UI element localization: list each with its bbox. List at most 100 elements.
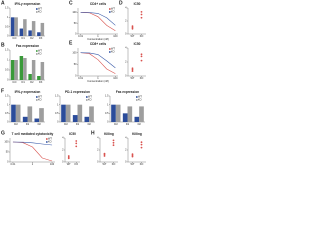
bar — [27, 106, 33, 122]
y-tick-label: 0.5 — [55, 112, 59, 115]
bar — [10, 60, 15, 80]
bar — [77, 104, 83, 122]
x-tick-label: KO — [140, 77, 144, 80]
legend-label: WT — [38, 50, 42, 53]
x-tick-label: 0.01 — [78, 77, 83, 80]
y-tick-label: 1 — [7, 103, 9, 106]
legend-label: KO — [138, 99, 142, 102]
x-tick-label: D3 — [39, 37, 43, 40]
y-tick-label: 100 — [72, 51, 77, 54]
point — [75, 140, 78, 142]
x-tick-label: KO — [74, 163, 78, 166]
bar — [23, 19, 27, 36]
legend-label: WT — [38, 96, 42, 99]
y-tick-label: 4 — [62, 137, 64, 140]
chart-title: CD8+ cells — [90, 42, 106, 46]
y-tick-label: 1 — [57, 103, 59, 106]
y-tick-label: 1 — [107, 103, 109, 106]
x-tick-label: D1 — [22, 37, 26, 40]
point — [131, 153, 134, 156]
bar — [115, 104, 121, 122]
line — [80, 52, 116, 69]
bar — [122, 113, 128, 122]
panel-label: B — [1, 42, 5, 48]
y-tick-label: 0 — [75, 33, 77, 36]
legend-swatch — [36, 50, 38, 52]
point — [131, 70, 134, 72]
legend-label: KO — [111, 51, 115, 54]
legend-swatch — [109, 8, 111, 10]
point — [67, 155, 70, 157]
y-tick-label: 0.5 — [5, 112, 9, 115]
chart-title: Fas expression — [116, 90, 139, 94]
x-tick-label: KO — [140, 35, 144, 38]
bar — [15, 104, 21, 122]
panel-label: C — [69, 0, 73, 6]
legend-swatch — [46, 141, 48, 143]
bar — [10, 17, 15, 36]
bar — [127, 106, 133, 122]
legend-label: WT — [138, 96, 142, 99]
panel-label: F — [1, 88, 4, 94]
y-tick-label: 100 — [4, 141, 9, 144]
bar — [31, 21, 36, 36]
point — [75, 142, 78, 145]
legend-swatch — [136, 99, 138, 101]
legend-swatch — [109, 11, 111, 13]
point — [140, 146, 143, 149]
bar — [40, 22, 45, 36]
bar — [11, 104, 16, 122]
x-tick-label: 1 — [97, 35, 99, 38]
chart-title: T cell mediated cytotoxicity — [12, 132, 54, 136]
chart-title: IC50 — [134, 42, 141, 46]
chart-title: PD-1 expression — [65, 90, 90, 94]
y-tick-label: 0 — [57, 121, 59, 124]
y-tick-label: 1 — [7, 16, 9, 19]
bar — [19, 28, 24, 36]
y-tick-label: 0 — [97, 161, 99, 164]
panel-label: G — [1, 130, 5, 136]
point — [112, 141, 115, 144]
legend-swatch — [36, 99, 38, 101]
y-tick-label: 0 — [125, 75, 127, 78]
x-tick-label: WT — [131, 35, 135, 38]
x-tick-label: D1 — [126, 123, 130, 126]
point — [140, 13, 143, 16]
panel-label: E — [69, 40, 73, 46]
bar — [72, 115, 78, 122]
y-tick-label: 2 — [62, 149, 64, 152]
y-tick-label: 4 — [97, 137, 99, 140]
x-tick-label: WT — [131, 77, 135, 80]
y-tick-label: 1 — [7, 59, 9, 62]
panel-label: H — [91, 130, 95, 136]
legend-swatch — [36, 11, 38, 13]
y-tick-label: 2 — [125, 61, 127, 64]
legend-label: WT — [111, 8, 115, 11]
legend-label: WT — [88, 96, 92, 99]
bar — [19, 56, 24, 80]
legend-label: KO — [88, 99, 92, 102]
y-tick-label: 2 — [125, 20, 127, 23]
legend-swatch — [136, 96, 138, 98]
y-tick-label: 0 — [75, 75, 77, 78]
bar — [39, 108, 44, 122]
x-tick-label: KO — [112, 163, 116, 166]
x-tick-label: Ctrl — [114, 123, 118, 126]
x-tick-label: 100 — [50, 163, 55, 166]
point — [140, 141, 143, 144]
y-tick-label: 1.5 — [55, 95, 59, 98]
y-tick-label: 2 — [97, 149, 99, 152]
x-tick-label: D2 — [30, 37, 34, 40]
bar — [37, 76, 41, 80]
bar — [111, 104, 116, 122]
bar — [34, 118, 40, 122]
point — [131, 26, 134, 29]
x-tick-label: 1 — [32, 163, 34, 166]
chart-title: CD4+ cells — [90, 2, 106, 6]
x-tick-label: 100 — [113, 35, 118, 38]
panel-label: A — [1, 0, 5, 6]
point — [140, 143, 143, 146]
point — [131, 25, 134, 28]
y-tick-label: 50 — [74, 63, 77, 66]
